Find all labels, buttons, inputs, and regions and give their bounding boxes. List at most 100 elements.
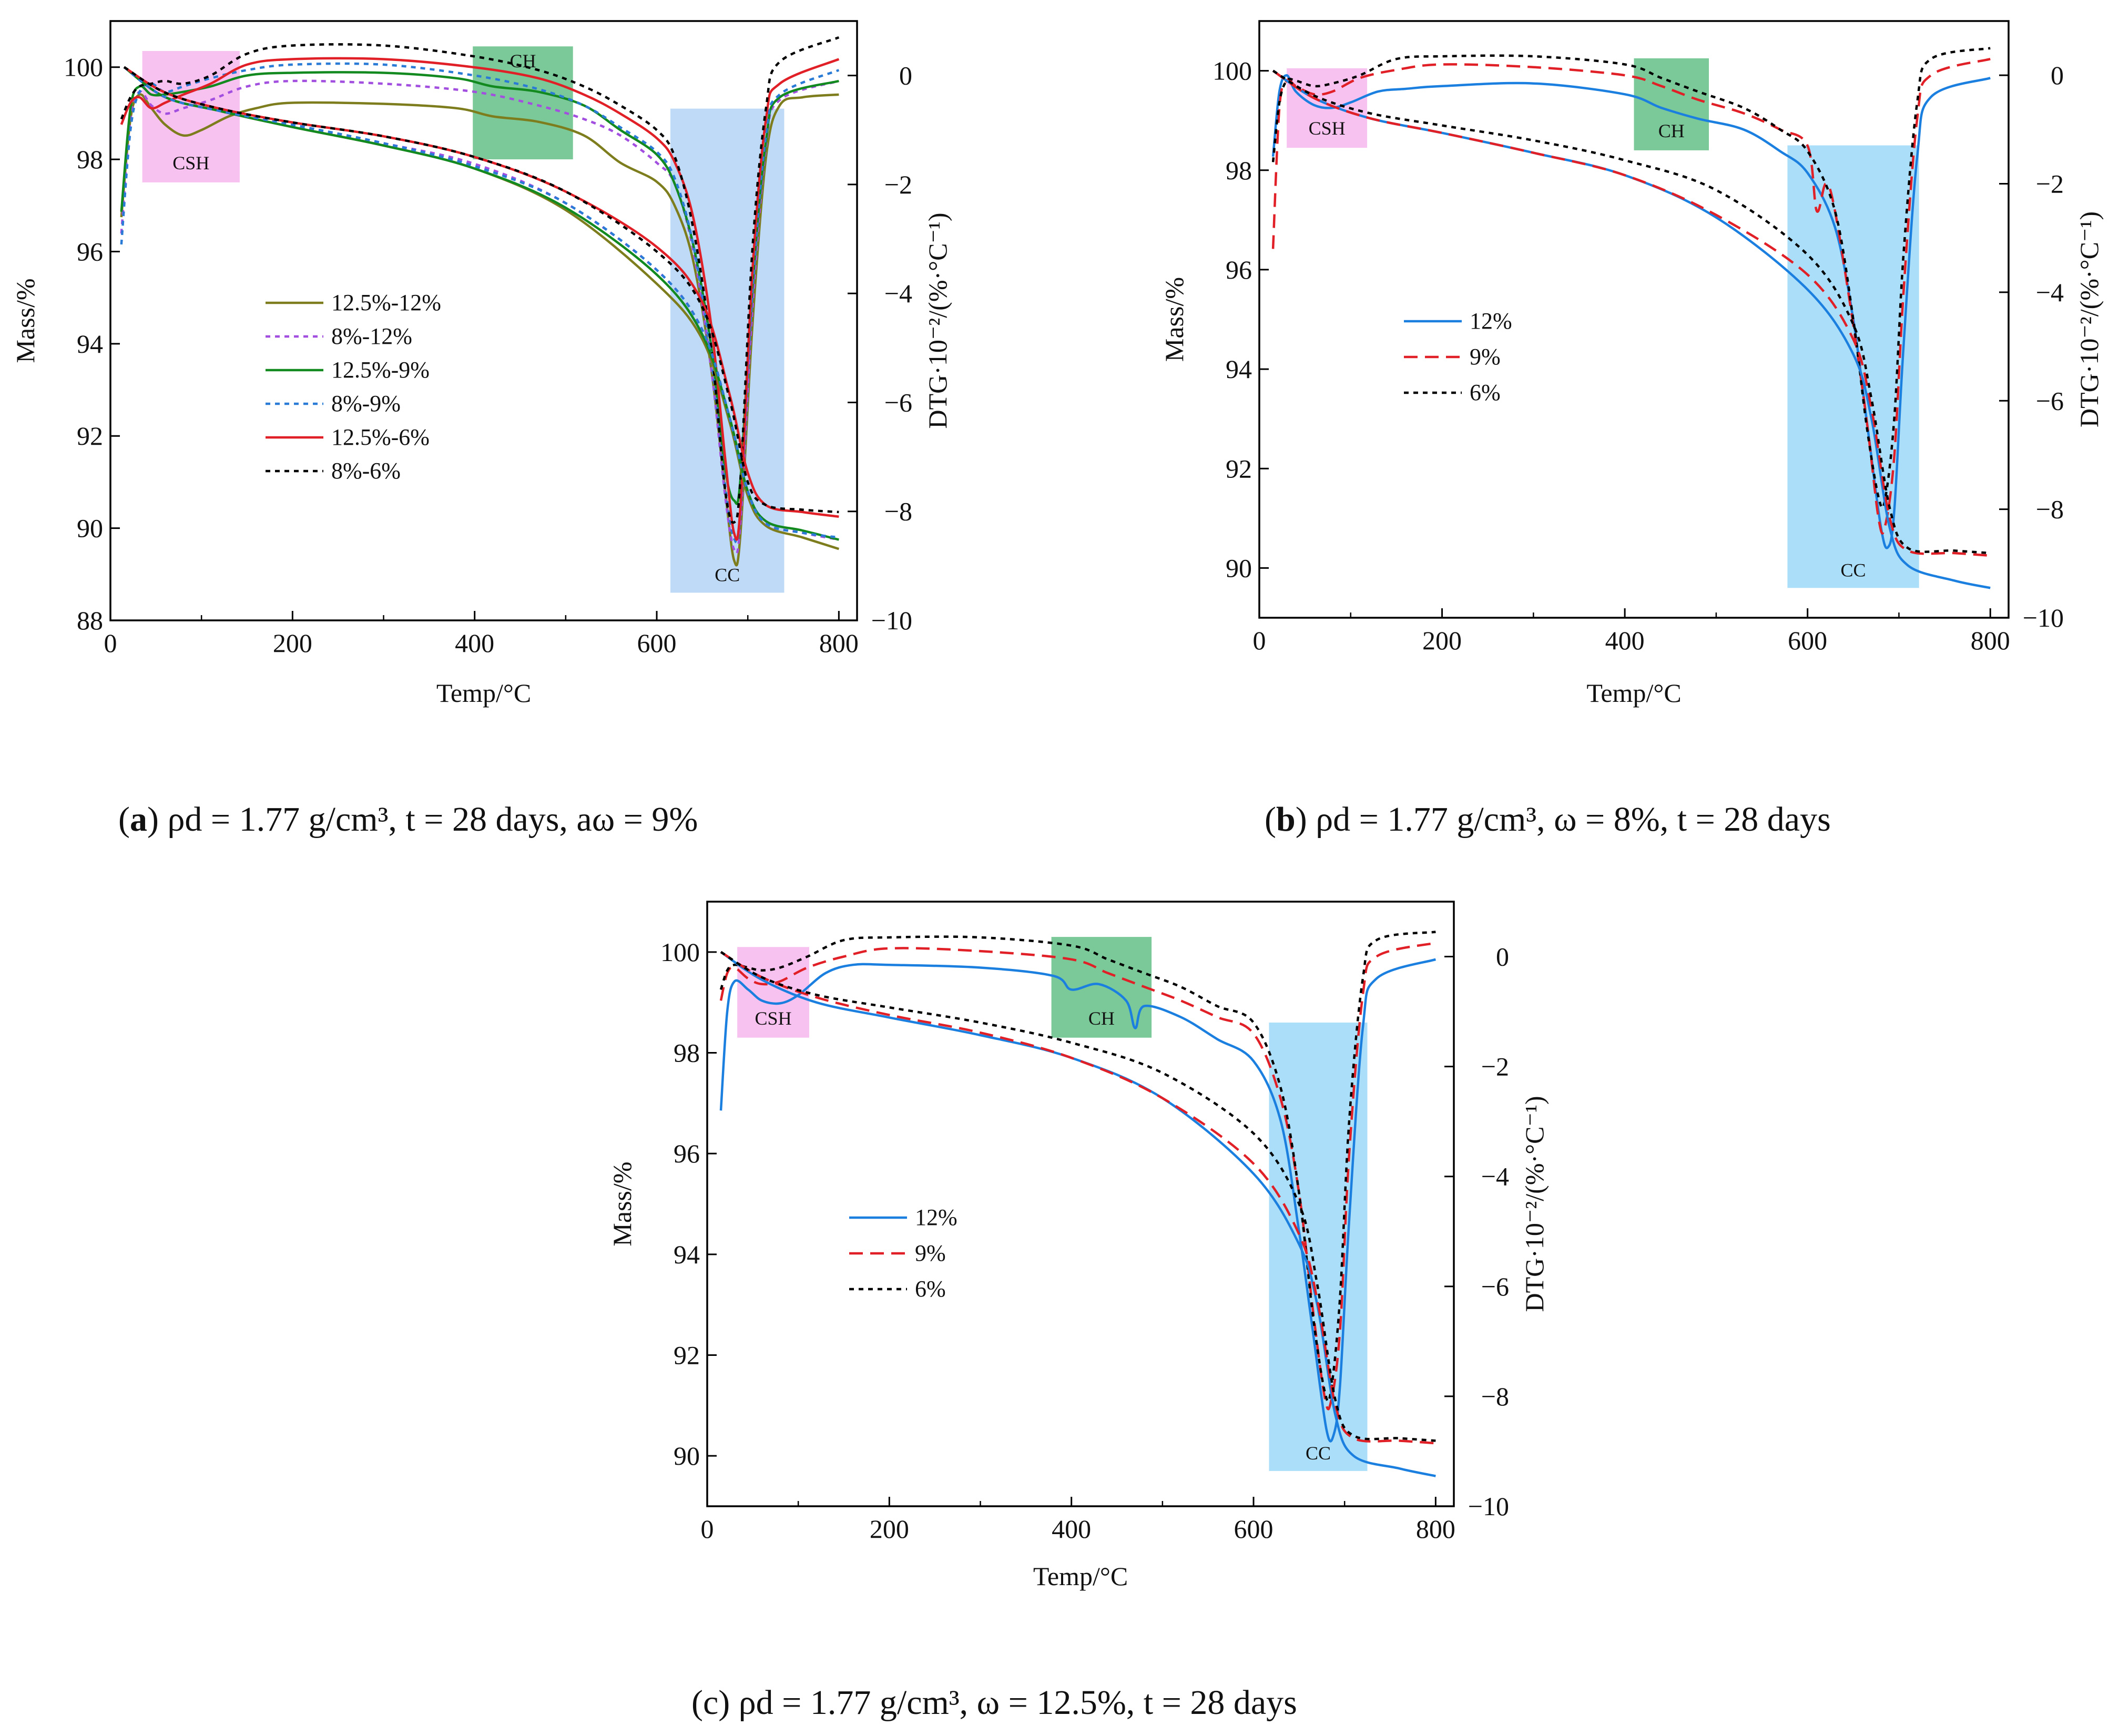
caption: (c) ρd = 1.77 g/cm³, ω = 12.5%, t = 28 d… [691, 1683, 1297, 1722]
x-tick-label: 0 [104, 628, 117, 658]
plot-frame [1258, 20, 2010, 619]
caption-letter: a [130, 800, 147, 839]
x-axis-label: Temp/°C [1033, 1561, 1128, 1591]
y2-tick-label: −2 [2036, 169, 2064, 199]
y2-tick-label: −6 [1481, 1272, 1509, 1301]
legend-label: 12.5%-9% [331, 357, 430, 383]
caption-text: (c) ρd = 1.77 g/cm³, ω = 12.5%, t = 28 d… [691, 1683, 1297, 1722]
dtg-line-8%-6% [120, 36, 840, 524]
region-cc [1269, 1023, 1368, 1471]
x-tick-label: 600 [1234, 1514, 1274, 1544]
region-label-ch: CH [1088, 1008, 1115, 1029]
region-label-csh: CSH [172, 152, 209, 173]
tg-line-8%-9% [123, 66, 839, 539]
y-tick-label: 96 [77, 237, 103, 266]
tg-line-12.5%-9% [123, 66, 839, 541]
x-tick-label: 600 [1788, 626, 1827, 655]
y-tick-label: 94 [77, 329, 103, 359]
dtg-line-9% [1271, 58, 1991, 535]
y2-tick-label: −2 [884, 170, 912, 199]
y-tick-label: 92 [674, 1341, 700, 1370]
legend-label: 6% [1470, 380, 1501, 405]
x-tick-label: 400 [1605, 626, 1645, 655]
caption-text: ρd = 1.77 g/cm³, t = 28 days, aω = 9% [167, 800, 698, 839]
y-tick-label: 100 [64, 53, 103, 82]
y2-tick-label: −10 [2023, 603, 2064, 632]
plot-frame [109, 20, 858, 621]
curves [120, 36, 840, 567]
x-tick-label: 0 [1253, 626, 1266, 655]
y2-tick-label: −4 [1481, 1162, 1509, 1191]
tg-line-6% [720, 951, 1436, 1442]
y2-tick-label: −4 [884, 279, 912, 308]
panel-c: CSH CH CC 0 200 400 600 800 90 92 94 96 98 100 −10 −8 −6… [607, 901, 1549, 1722]
legend-label: 8%-9% [331, 391, 401, 416]
y-tick-label: 98 [674, 1038, 700, 1068]
x-tick-label: 0 [701, 1514, 714, 1544]
y-tick-label: 90 [77, 514, 103, 543]
y2-axis-label: DTG·10⁻²/(%·°C⁻¹) [923, 212, 952, 428]
y-axis-label: Mass/% [1159, 277, 1189, 362]
dtg-line-8%-12% [120, 79, 840, 555]
y2-tick-label: −8 [1481, 1382, 1509, 1411]
x-tick-label: 800 [819, 628, 859, 658]
x-tick-label: 800 [1416, 1514, 1455, 1544]
dtg-line-12% [719, 958, 1437, 1443]
x-tick-label: 200 [273, 628, 312, 658]
curves [719, 931, 1437, 1477]
legend-label: 12.5%-6% [331, 424, 430, 450]
region-label-csh: CSH [755, 1008, 792, 1029]
y2-tick-label: −8 [2036, 495, 2064, 524]
y-tick-label: 98 [77, 145, 103, 174]
region-label-ch: CH [1658, 120, 1685, 141]
y-tick-label: 98 [1226, 156, 1252, 185]
y-tick-label: 90 [1226, 553, 1252, 583]
y2-tick-label: −4 [2036, 278, 2064, 307]
region-ch [473, 46, 573, 160]
x-axis-label: Temp/°C [436, 678, 531, 708]
dtg-line-6% [719, 931, 1436, 1403]
x-tick-label: 200 [1422, 626, 1462, 655]
dtg-line-12.5%-6% [120, 57, 840, 541]
dtg-line-9% [719, 942, 1436, 1411]
curves [1271, 47, 1991, 589]
legend-label: 6% [915, 1276, 946, 1302]
y-tick-label: 100 [660, 937, 700, 967]
legend-label: 8%-12% [331, 323, 412, 349]
y2-tick-label: 0 [1496, 942, 1509, 972]
x-tick-label: 400 [455, 628, 494, 658]
y2-tick-label: 0 [2051, 60, 2064, 90]
y-tick-label: 90 [674, 1441, 700, 1471]
y-tick-label: 92 [77, 421, 103, 451]
x-tick-label: 400 [1052, 1514, 1091, 1544]
y-axis-label: Mass/% [607, 1161, 637, 1246]
y-tick-label: 96 [1226, 255, 1252, 284]
y2-tick-label: −6 [2036, 386, 2064, 415]
legend-label: 12% [1470, 308, 1512, 334]
caption-text: ρd = 1.77 g/cm³, ω = 8%, t = 28 days [1316, 800, 1831, 839]
y-tick-label: 96 [674, 1139, 700, 1168]
y-tick-label: 94 [674, 1240, 700, 1269]
panel-a: CSH CH CC 0 200 400 600 800 88 90 92 94 96 98 100 −10 −8… [11, 20, 952, 839]
y-tick-label: 88 [77, 606, 103, 635]
x-tick-label: 600 [637, 628, 677, 658]
x-tick-label: 800 [1971, 626, 2010, 655]
y2-tick-label: 0 [899, 61, 912, 90]
plot-frame [706, 901, 1455, 1507]
region-cc [1787, 145, 1919, 588]
legend-label: 12.5%-12% [331, 290, 441, 315]
y2-tick-label: −8 [884, 497, 912, 526]
panel-b: CSH CH CC 0 200 400 600 800 90 92 94 96 98 100 −10 −8 −6… [1159, 20, 2104, 839]
y-tick-label: 92 [1226, 454, 1252, 483]
region-label-csh: CSH [1309, 118, 1346, 139]
y-tick-label: 100 [1213, 56, 1252, 86]
tg-line-12% [720, 951, 1436, 1477]
y2-tick-label: −6 [884, 387, 912, 417]
legend-label: 9% [915, 1240, 946, 1266]
region-label-cc: CC [1841, 559, 1866, 580]
x-axis-label: Temp/°C [1586, 678, 1681, 708]
y2-tick-label: −10 [871, 606, 912, 635]
tg-line-6% [1272, 69, 1991, 555]
caption: (a) ρd = 1.77 g/cm³, t = 28 days, aω = 9… [118, 800, 698, 839]
y-tick-label: 94 [1226, 354, 1252, 384]
